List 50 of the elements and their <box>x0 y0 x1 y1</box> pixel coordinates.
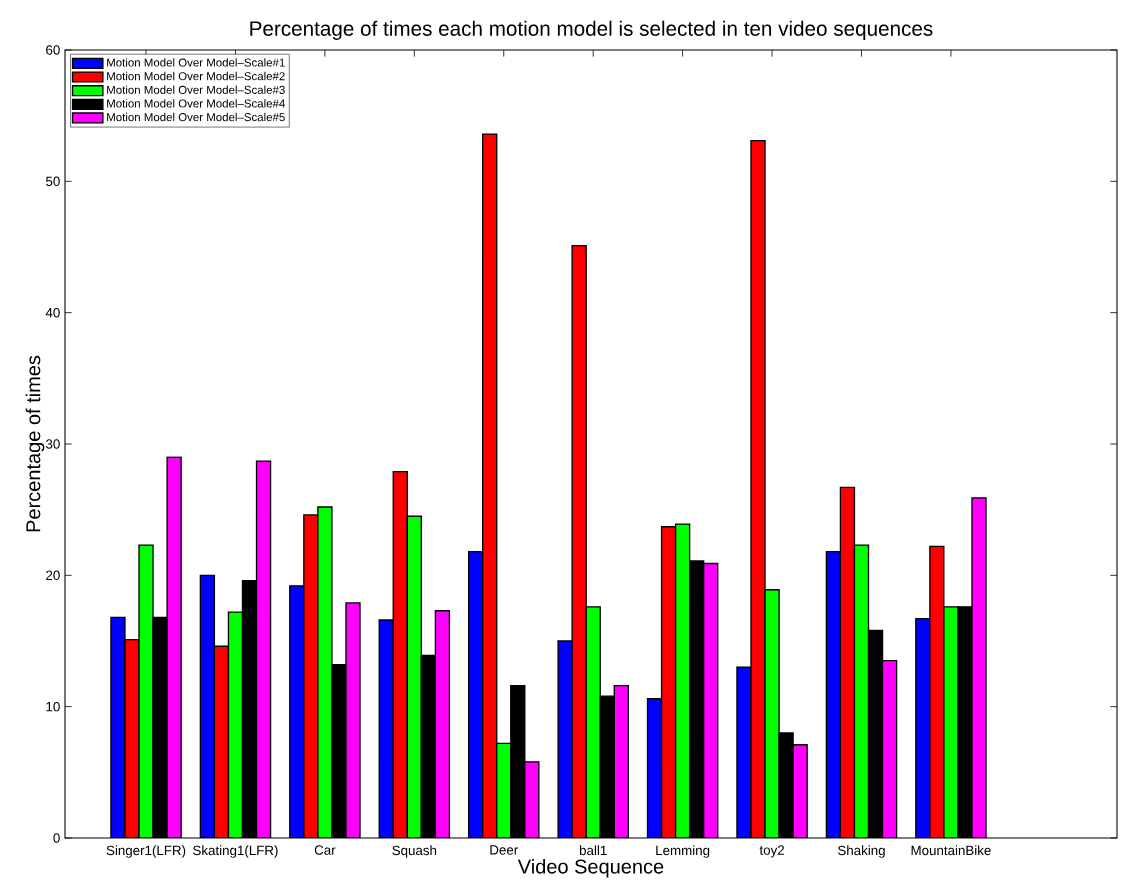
bar <box>467 551 484 838</box>
x-axis-title: Video Sequence <box>517 858 664 878</box>
bar <box>853 544 870 838</box>
legend-label: Motion Model Over Model–Scale#5 <box>107 112 285 122</box>
bar <box>524 761 540 838</box>
bar <box>571 245 587 838</box>
y-tick-label: 60 <box>46 45 60 55</box>
bar <box>496 742 512 838</box>
bar <box>406 515 423 838</box>
x-tick-label: Car <box>314 845 336 855</box>
bar <box>227 611 244 838</box>
chart-title: Percentage of times each motion model is selected in ten video sequences <box>250 20 933 40</box>
y-axis-title: Percentage of times <box>25 355 45 532</box>
legend-label: Motion Model Over Model–Scale#2 <box>107 71 285 81</box>
x-tick-label: Singer1(LFR) <box>106 845 186 858</box>
bar <box>434 610 451 838</box>
bar <box>199 574 216 838</box>
bar <box>482 133 498 838</box>
legend-label: Motion Model Over Model–Scale#1 <box>107 58 285 67</box>
bar <box>660 526 677 838</box>
x-tick-label: ball1 <box>579 845 607 856</box>
bar <box>646 698 663 838</box>
x-tick-label: Shaking <box>838 845 885 858</box>
bar <box>613 684 629 838</box>
y-tick-label: 10 <box>46 701 60 712</box>
y-tick-label: 50 <box>46 176 60 187</box>
bar <box>289 585 304 838</box>
bar <box>839 486 856 838</box>
x-tick-label: Squash <box>392 845 437 858</box>
y-tick-label: 40 <box>45 307 60 318</box>
bar <box>674 523 691 838</box>
legend-label: Motion Model Over Model–Scale#4 <box>107 99 285 108</box>
bar <box>378 619 394 838</box>
x-tick-label: Deer <box>490 845 518 855</box>
bar <box>881 660 898 838</box>
bar <box>255 460 272 838</box>
legend-label: Motion Model Over Model–Scale#3 <box>107 85 285 94</box>
y-tick-label: 0 <box>53 833 60 843</box>
bar <box>825 551 842 838</box>
bar <box>392 470 408 838</box>
y-tick-label: 30 <box>45 439 60 449</box>
x-tick-label: Skating1(LFR) <box>193 845 278 858</box>
y-tick-label: 20 <box>46 570 60 581</box>
bar <box>915 617 931 838</box>
x-tick-label: Lemming <box>656 845 710 858</box>
bar <box>585 606 601 838</box>
x-tick-label: MountainBike <box>911 845 991 856</box>
x-tick-label: toy2 <box>759 845 784 858</box>
bar <box>703 562 719 838</box>
bar <box>213 645 230 838</box>
